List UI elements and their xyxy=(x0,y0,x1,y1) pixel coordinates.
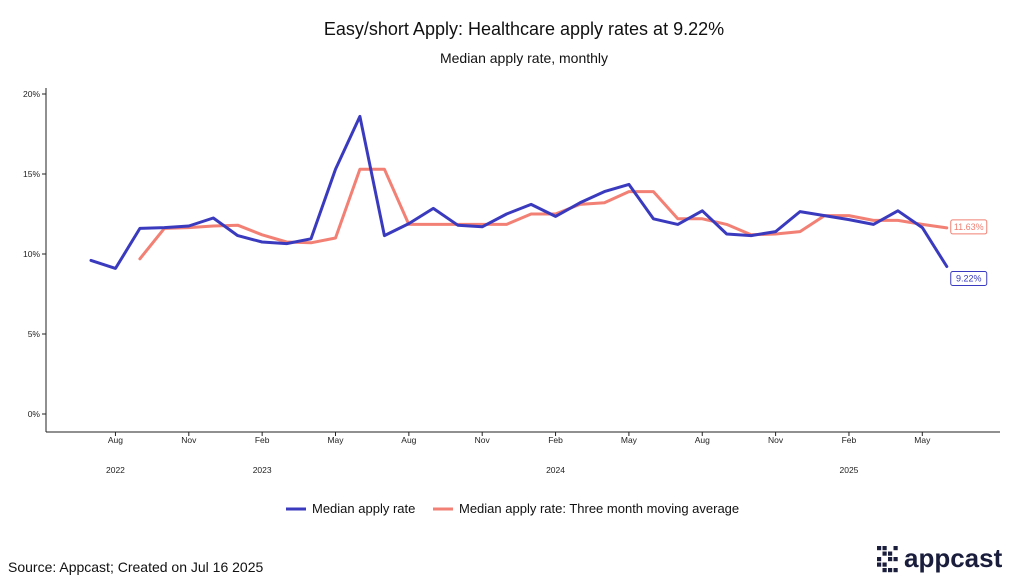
x-tick-label: May xyxy=(621,435,638,445)
x-tick-label: Feb xyxy=(548,435,563,445)
source-note: Source: Appcast; Created on Jul 16 2025 xyxy=(8,559,263,575)
logo-dot xyxy=(888,557,893,562)
y-tick-label: 0% xyxy=(28,409,41,419)
x-year-label: 2025 xyxy=(839,465,858,475)
logo-dot xyxy=(882,562,887,567)
x-tick-label: May xyxy=(327,435,344,445)
chart-subtitle: Median apply rate, monthly xyxy=(440,50,608,66)
x-tick-label: Nov xyxy=(181,435,197,445)
logo-wordmark: appcast xyxy=(904,543,1003,573)
x-tick-label: Aug xyxy=(401,435,416,445)
series-moving-average xyxy=(138,167,949,261)
end-label-box xyxy=(950,270,988,286)
x-tick-label: May xyxy=(914,435,931,445)
y-tick-label: 15% xyxy=(23,169,40,179)
legend: Median apply rate Median apply rate: Thr… xyxy=(286,501,739,516)
axes: 0% 5% 10% 15% 20% Aug Nov Feb May Aug Nov Feb May Aug… xyxy=(23,88,1000,475)
y-tick-label: 5% xyxy=(28,329,41,339)
series-layer xyxy=(89,114,949,270)
end-label-value: 11.63% xyxy=(954,222,984,232)
x-tick-label: Aug xyxy=(108,435,123,445)
x-tick-label: Aug xyxy=(695,435,710,445)
appcast-logo: appcast xyxy=(877,543,1003,573)
end-label-box xyxy=(950,219,988,235)
chart-title: Easy/short Apply: Healthcare apply rates… xyxy=(324,19,724,39)
logo-dot xyxy=(893,546,898,551)
x-tick-label: Nov xyxy=(475,435,491,445)
legend-label-moving-average: Median apply rate: Three month moving av… xyxy=(459,501,739,516)
logo-dot xyxy=(882,551,887,556)
y-tick-label: 20% xyxy=(23,89,40,99)
end-labels: 9.22% 11.63% xyxy=(950,219,988,286)
end-label-value: 9.22% xyxy=(956,273,982,283)
x-year-label: 2024 xyxy=(546,465,565,475)
legend-label-median: Median apply rate xyxy=(312,501,415,516)
x-tick-label: Nov xyxy=(768,435,784,445)
logo-dot xyxy=(893,557,898,562)
x-tick-label: Feb xyxy=(255,435,270,445)
y-tick-label: 10% xyxy=(23,249,40,259)
x-year-label: 2023 xyxy=(253,465,272,475)
logo-dot xyxy=(893,568,898,573)
logo-dot xyxy=(877,546,882,551)
logo-dot xyxy=(877,562,882,567)
series-median-apply-rate xyxy=(89,114,949,270)
logo-dot xyxy=(882,546,887,551)
x-year-label: 2022 xyxy=(106,465,125,475)
x-tick-label: Feb xyxy=(842,435,857,445)
logo-dot xyxy=(888,551,893,556)
logo-dot xyxy=(877,557,882,562)
logo-mark-icon xyxy=(877,546,898,573)
logo-dot xyxy=(888,568,893,573)
logo-dot xyxy=(882,568,887,573)
